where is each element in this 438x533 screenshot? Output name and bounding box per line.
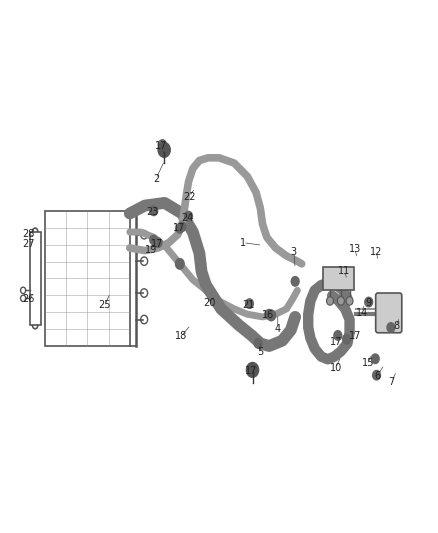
Text: 10: 10 <box>329 364 342 373</box>
Text: 14: 14 <box>356 308 368 318</box>
Circle shape <box>337 297 344 305</box>
Text: 21: 21 <box>242 300 255 310</box>
Text: 17: 17 <box>349 332 361 342</box>
Text: 2: 2 <box>153 174 159 184</box>
Circle shape <box>291 277 299 286</box>
Circle shape <box>267 311 275 320</box>
Circle shape <box>176 223 184 233</box>
Text: 4: 4 <box>275 324 281 334</box>
Circle shape <box>158 142 170 157</box>
Circle shape <box>267 310 276 320</box>
Circle shape <box>371 354 379 364</box>
Text: 22: 22 <box>183 191 196 201</box>
Circle shape <box>185 212 192 221</box>
Circle shape <box>150 235 158 245</box>
Text: 12: 12 <box>371 247 383 257</box>
Text: 17: 17 <box>330 337 343 347</box>
Text: 23: 23 <box>147 207 159 217</box>
Circle shape <box>176 259 184 269</box>
Bar <box>30 232 41 325</box>
Circle shape <box>247 362 258 377</box>
Text: 17: 17 <box>155 141 168 151</box>
Text: 18: 18 <box>175 332 187 342</box>
Circle shape <box>178 222 186 231</box>
Text: 9: 9 <box>365 297 371 308</box>
Text: 19: 19 <box>145 245 157 255</box>
Text: 17: 17 <box>173 223 185 233</box>
Polygon shape <box>323 266 354 290</box>
Circle shape <box>334 330 342 340</box>
Circle shape <box>159 140 166 149</box>
Circle shape <box>387 322 395 332</box>
Text: 15: 15 <box>362 358 374 368</box>
Text: 6: 6 <box>374 372 380 381</box>
Circle shape <box>265 310 273 319</box>
Circle shape <box>326 297 333 305</box>
Text: 3: 3 <box>291 247 297 257</box>
Bar <box>45 211 130 346</box>
Circle shape <box>346 297 353 305</box>
Circle shape <box>373 370 381 380</box>
Text: 17: 17 <box>151 239 163 249</box>
Circle shape <box>365 297 373 307</box>
Text: 8: 8 <box>393 321 399 331</box>
Text: 13: 13 <box>349 244 361 254</box>
Text: 1: 1 <box>240 238 246 248</box>
Text: 7: 7 <box>389 376 395 386</box>
Circle shape <box>249 365 256 375</box>
Text: 25: 25 <box>99 300 111 310</box>
Text: 26: 26 <box>23 294 35 304</box>
Text: 20: 20 <box>203 297 215 308</box>
Text: 24: 24 <box>181 213 194 223</box>
Text: 5: 5 <box>257 348 264 358</box>
Circle shape <box>154 238 162 247</box>
Text: 16: 16 <box>261 310 274 320</box>
Circle shape <box>254 338 262 348</box>
Text: 27: 27 <box>22 239 35 249</box>
Text: 11: 11 <box>338 266 350 276</box>
Text: 17: 17 <box>244 366 257 376</box>
Circle shape <box>150 206 158 216</box>
Circle shape <box>343 334 350 344</box>
FancyBboxPatch shape <box>376 293 402 333</box>
Text: 28: 28 <box>22 229 35 239</box>
Circle shape <box>246 299 253 309</box>
